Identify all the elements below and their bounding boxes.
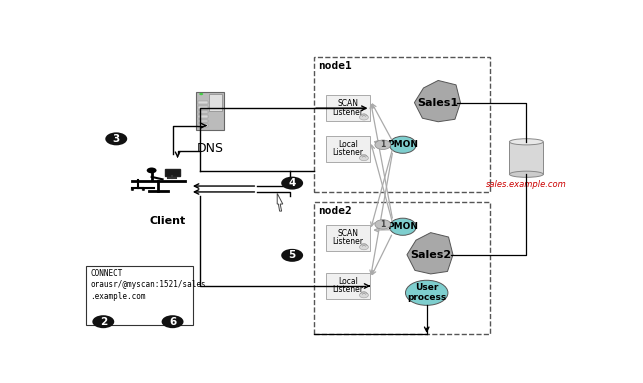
- Circle shape: [281, 249, 303, 262]
- Text: 3: 3: [113, 134, 120, 144]
- Circle shape: [281, 177, 303, 190]
- Circle shape: [147, 167, 156, 173]
- Text: User
process: User process: [407, 283, 446, 303]
- Text: CONNECT
orausr/@myscan:1521/sales
.example.com: CONNECT orausr/@myscan:1521/sales .examp…: [90, 268, 206, 301]
- FancyBboxPatch shape: [208, 93, 222, 111]
- Text: PMON: PMON: [387, 222, 419, 231]
- Circle shape: [199, 93, 203, 95]
- Ellipse shape: [509, 139, 543, 145]
- Text: Sales1: Sales1: [417, 98, 458, 108]
- FancyBboxPatch shape: [325, 136, 370, 162]
- FancyBboxPatch shape: [198, 101, 208, 104]
- FancyBboxPatch shape: [509, 142, 543, 174]
- Text: node1: node1: [318, 61, 352, 71]
- Circle shape: [359, 293, 368, 298]
- Circle shape: [359, 155, 368, 161]
- Ellipse shape: [390, 218, 416, 235]
- FancyBboxPatch shape: [325, 225, 370, 251]
- Text: 5: 5: [289, 250, 296, 260]
- Text: SCAN: SCAN: [338, 229, 359, 238]
- Ellipse shape: [390, 136, 416, 153]
- Circle shape: [105, 133, 127, 145]
- Text: DNS: DNS: [197, 142, 223, 155]
- Ellipse shape: [509, 171, 543, 177]
- FancyBboxPatch shape: [198, 111, 208, 113]
- Text: Client: Client: [149, 216, 186, 226]
- FancyBboxPatch shape: [86, 266, 194, 325]
- FancyBboxPatch shape: [198, 120, 208, 122]
- Polygon shape: [415, 80, 460, 122]
- FancyBboxPatch shape: [325, 273, 370, 299]
- Text: 2: 2: [100, 317, 107, 327]
- Text: Listener: Listener: [332, 148, 363, 157]
- Text: SCAN: SCAN: [338, 99, 359, 108]
- Text: Sales2: Sales2: [410, 250, 451, 260]
- Text: Local: Local: [338, 140, 358, 149]
- FancyBboxPatch shape: [198, 106, 208, 108]
- FancyBboxPatch shape: [198, 124, 208, 127]
- Text: Listener: Listener: [332, 285, 363, 295]
- Text: 1: 1: [380, 220, 386, 229]
- Text: sales.example.com: sales.example.com: [486, 180, 566, 189]
- Circle shape: [359, 244, 368, 250]
- FancyBboxPatch shape: [196, 92, 224, 130]
- Polygon shape: [277, 193, 283, 211]
- Circle shape: [131, 189, 134, 191]
- Text: 6: 6: [169, 317, 176, 327]
- Polygon shape: [407, 232, 453, 274]
- Text: Listener: Listener: [332, 108, 363, 116]
- FancyBboxPatch shape: [165, 169, 180, 177]
- FancyBboxPatch shape: [325, 95, 370, 121]
- Text: Local: Local: [338, 277, 358, 286]
- Circle shape: [161, 315, 183, 328]
- Ellipse shape: [406, 280, 448, 305]
- Text: PMON: PMON: [387, 140, 419, 149]
- Text: node2: node2: [318, 206, 352, 216]
- Text: 1: 1: [380, 140, 386, 149]
- Circle shape: [359, 115, 368, 120]
- Circle shape: [93, 315, 114, 328]
- Circle shape: [375, 220, 391, 229]
- FancyBboxPatch shape: [198, 115, 208, 118]
- Circle shape: [141, 189, 145, 191]
- Text: 4: 4: [289, 178, 296, 188]
- Circle shape: [375, 140, 391, 149]
- Text: Listener: Listener: [332, 237, 363, 246]
